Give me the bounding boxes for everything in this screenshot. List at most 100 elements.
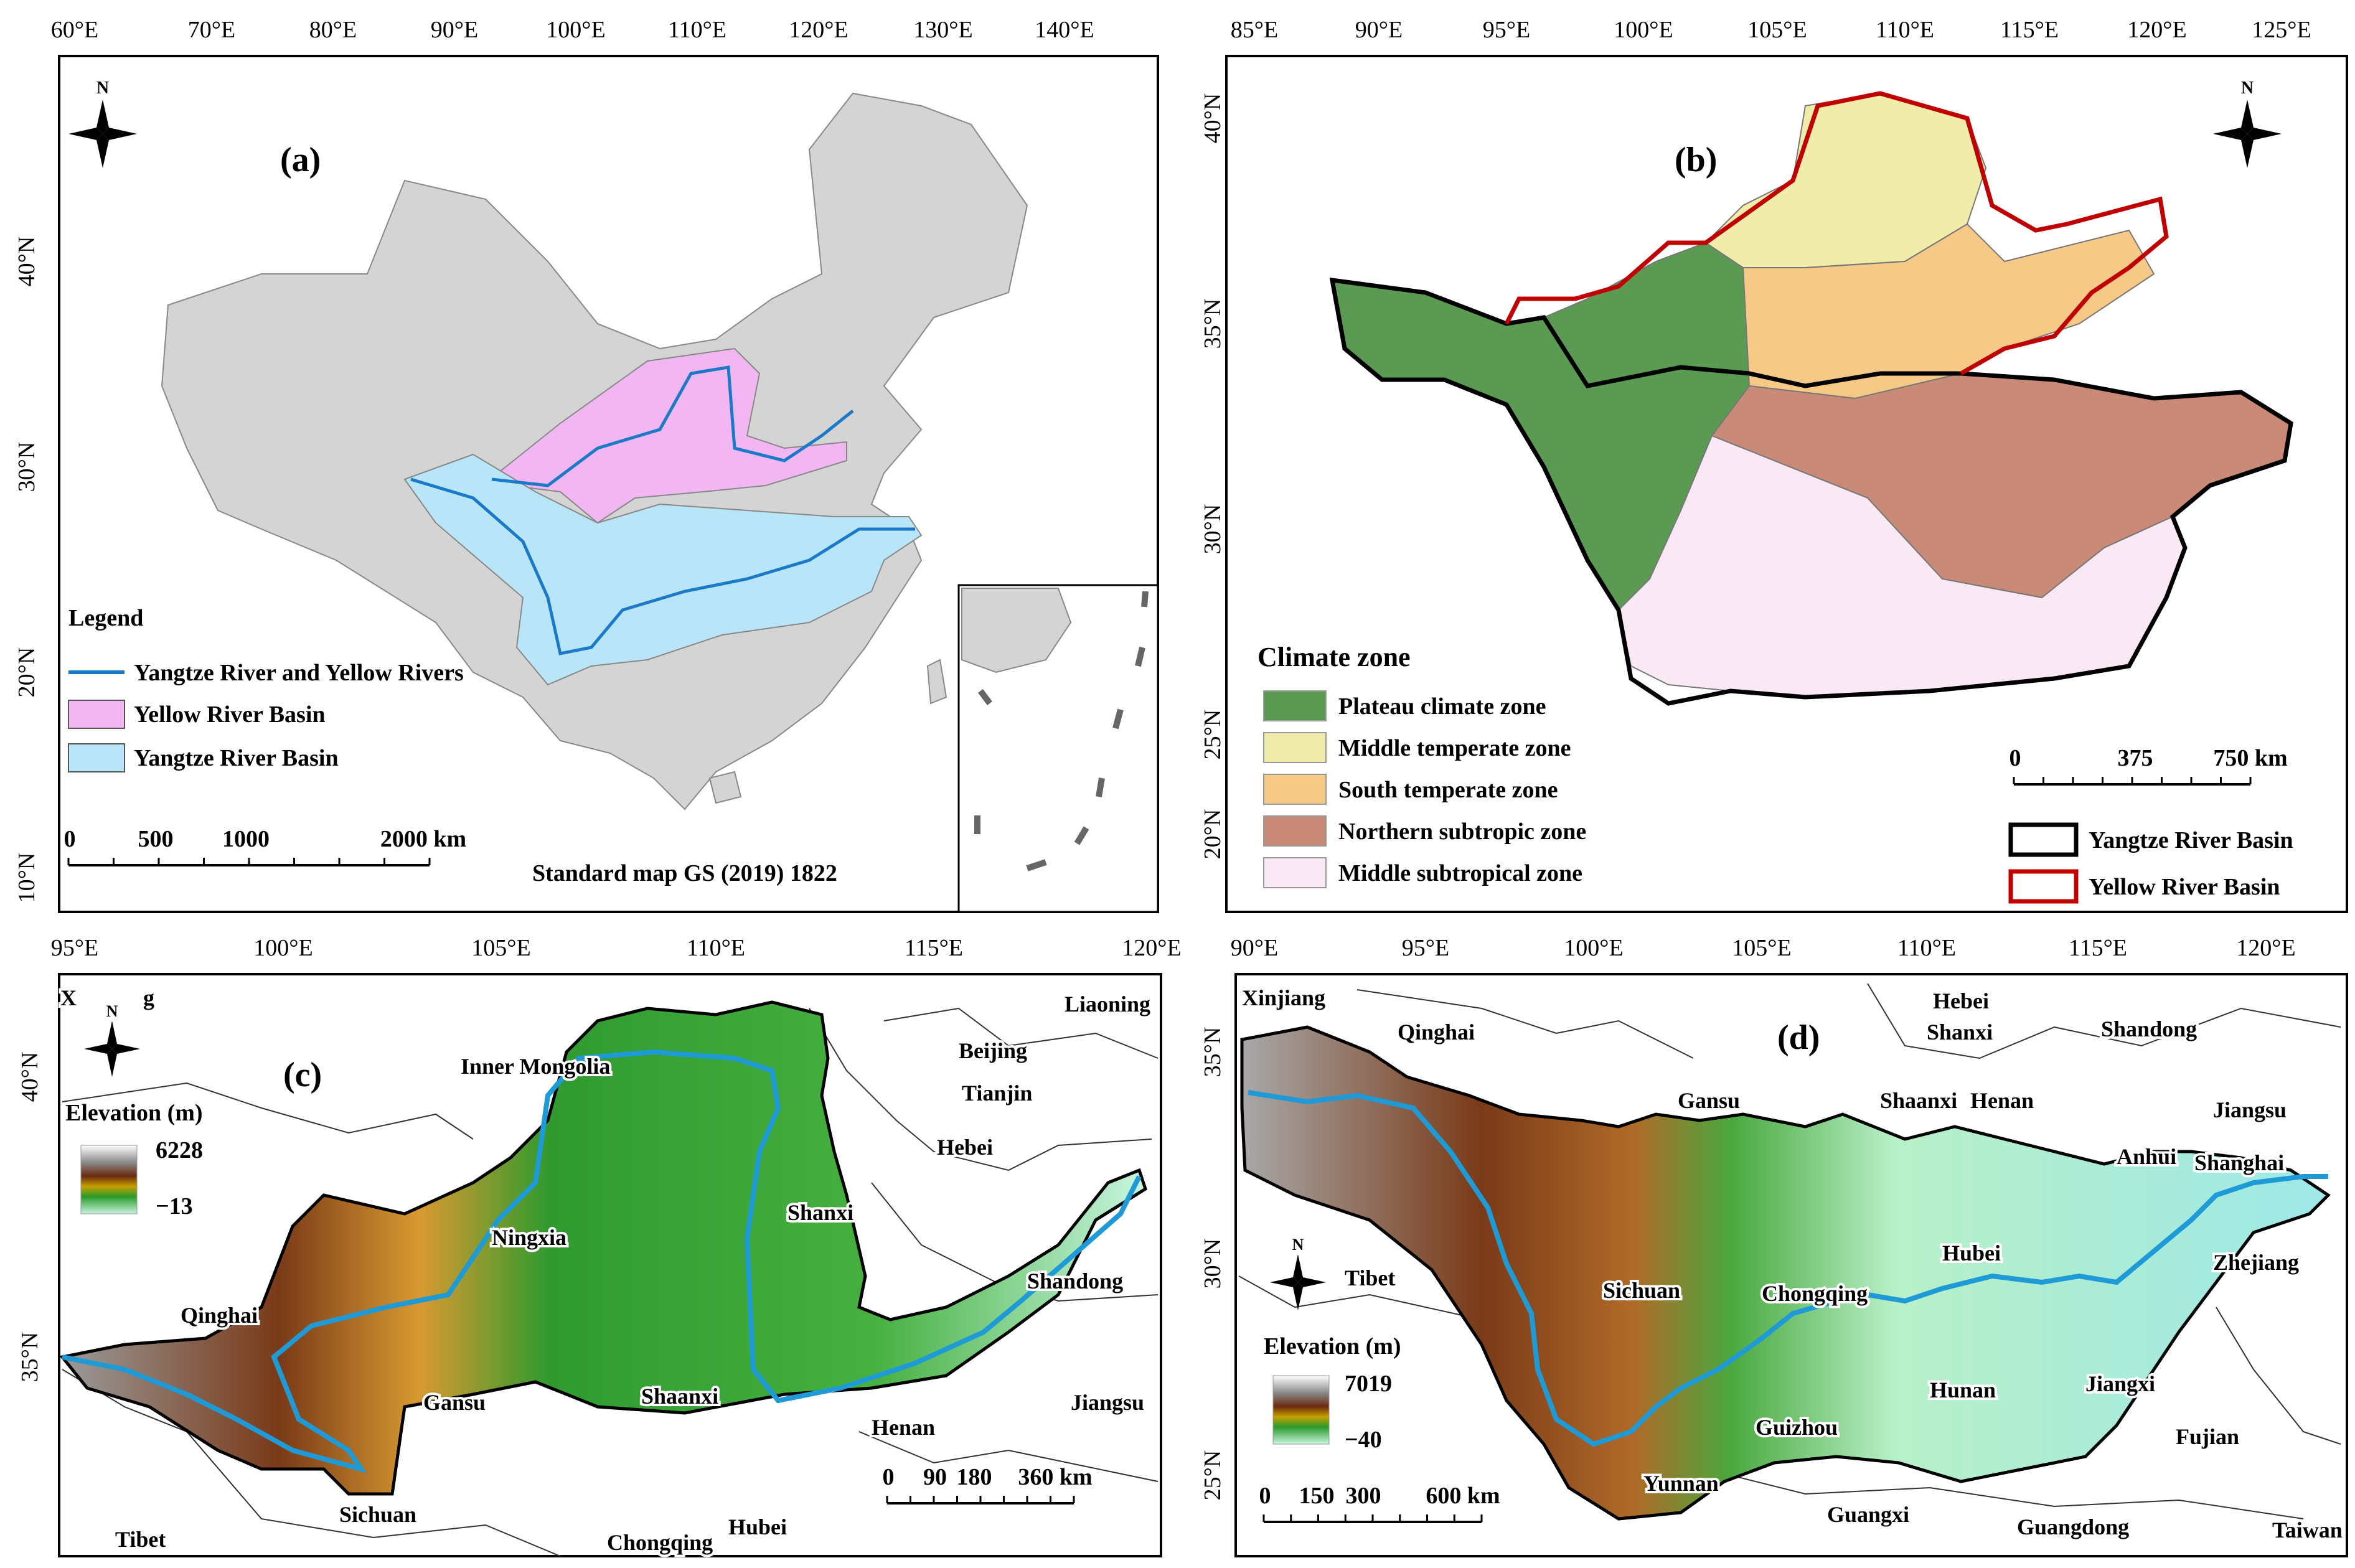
y-tick-label: 30°N (1200, 504, 1226, 555)
x-tick-label: 120°E (789, 17, 848, 43)
panel-b-legend: Plateau climate zone Middle temperate zon… (1263, 690, 1586, 888)
province-label: Hunan (1930, 1378, 1996, 1402)
province-label: Tibet (115, 1527, 166, 1552)
province-label: Chongqing (607, 1530, 713, 1555)
y-tick-label: 35°N (17, 1332, 43, 1383)
province-label: Qinghai (1398, 1020, 1475, 1045)
province-label: Jiangsu (2213, 1097, 2287, 1122)
x-tick-label: 100°E (1564, 935, 1623, 961)
x-tick-label: 90°E (1355, 17, 1403, 43)
yangtze-river-line-d (1248, 1090, 2328, 1447)
compass-n-b: N (2241, 78, 2254, 98)
scale-label: 300 (1346, 1483, 1381, 1509)
x-tick-label: 95°E (1402, 935, 1449, 961)
yellow-river-basin (497, 347, 847, 524)
province-label: Guangxi (1827, 1502, 1909, 1527)
climate-swatch (1263, 774, 1327, 805)
province-label: Guizhou (1756, 1415, 1838, 1440)
x-tick-label: 110°E (1876, 17, 1934, 43)
province-label: Henan (1970, 1088, 2034, 1113)
province-label: Gansu (1678, 1088, 1740, 1113)
x-tick-label: 125°E (2252, 17, 2311, 43)
y-tick-label: 40°N (14, 237, 40, 287)
yellow-river-basin-terrain (59, 1000, 1147, 1496)
yangtze-river-basin (403, 453, 923, 686)
climate-label: Middle subtropical zone (1338, 860, 1582, 886)
yangtze-basin-terrain (1240, 1025, 2331, 1521)
yellow-river-line-c (62, 1049, 1142, 1473)
south-china-sea-inset (957, 584, 1159, 913)
panel-b-y-ticks: 40°N 35°N 30°N 25°N 20°N (1200, 93, 1226, 860)
compass-rose-d: N (1270, 1236, 1326, 1310)
scale-label: 0 (1259, 1483, 1271, 1509)
panel-a-scale-bar: 0 500 1000 2000 km (64, 826, 466, 866)
yangtze-river-line (410, 477, 915, 655)
panel-d-province-labels: Xinjiang Qinghai Gansu Shanxi Hebei Shandong S… (1239, 983, 2345, 1545)
panel-c-elev-max: 6228 (156, 1137, 203, 1163)
scale-label: 90 (923, 1464, 947, 1490)
province-label: Hebei (937, 1135, 993, 1160)
province-label: Chongqing (1762, 1281, 1868, 1306)
province-label: Henan (872, 1415, 935, 1440)
x-tick-label: 105°E (471, 935, 530, 961)
panel-a-frame (58, 55, 1159, 913)
yangtze-basin-outline (1329, 277, 2293, 706)
panel-c-x-ticks: 95°E 100°E 105°E 110°E 115°E 120°E (51, 935, 1182, 961)
panel-d-elev-max: 7019 (1345, 1371, 1392, 1397)
compass-rose-c: N (84, 1002, 140, 1077)
panel-b-frame (1225, 55, 2348, 913)
scale-label: 0 (64, 826, 76, 852)
x-tick-label: 115°E (905, 935, 963, 961)
climate-swatch (1263, 732, 1327, 763)
panel-d-letter: (d) (1777, 1018, 1820, 1057)
compass-rose: N (68, 78, 137, 168)
scale-label: 180 (957, 1464, 992, 1490)
panel-b-x-ticks: 85°E 90°E 95°E 100°E 105°E 110°E 115°E 120°E 125… (1231, 17, 2311, 43)
climate-swatch (1263, 857, 1327, 888)
basin-label: Yellow River Basin (2089, 874, 2280, 900)
y-tick-label: 40°N (17, 1052, 43, 1102)
province-label: Shaanxi (641, 1384, 718, 1409)
x-tick-label: 80°E (309, 17, 357, 43)
taiwan-island (926, 659, 947, 705)
x-tick-label: 95°E (1483, 17, 1530, 43)
standard-map-label: Standard map GS (2019) 1822 (532, 860, 837, 886)
panel-c-elev-ramp (80, 1145, 138, 1214)
panel-d-elev-min: −40 (1345, 1427, 1382, 1453)
panel-a-y-ticks: 40°N 30°N 20°N 10°N (14, 237, 40, 903)
panel-c-province-labels: Inner Mongolia Liaoning Beijing Tianjin Hebe… (58, 983, 1153, 1557)
panel-c-frame (58, 973, 1162, 1557)
y-tick-label: 35°N (1200, 299, 1226, 349)
province-label: Shanxi (1927, 1020, 1993, 1045)
basin-swatch (2008, 822, 2079, 857)
panel-b-legend-title: Climate zone (1257, 642, 1411, 672)
y-tick-label: 25°N (1200, 1450, 1226, 1501)
x-tick-label: 140°E (1035, 17, 1094, 43)
province-label: Qinghai (181, 1303, 258, 1328)
legend-label: Yangtze River Basin (134, 745, 339, 771)
compass-n-c: N (106, 1002, 118, 1020)
panel-a-x-ticks: 60°E 70°E 80°E 90°E 100°E 110°E 120°E 130°E 140°… (51, 17, 1094, 43)
panel-c-letter: (c) (283, 1056, 322, 1094)
panel-a-legend-title: Legend (68, 605, 143, 631)
x-tick-label: 130°E (913, 17, 972, 43)
province-label: Xinjiang (1242, 985, 1325, 1010)
inset-coast (961, 588, 1072, 674)
panel-d-elev-title: Elevation (m) (1264, 1333, 1401, 1359)
province-label: Taiwan (2272, 1518, 2343, 1542)
panel-d-elev-ramp (1272, 1375, 1330, 1445)
panel-d-x-ticks: 90°E 95°E 100°E 105°E 110°E 115°E 120°E (1231, 935, 2296, 961)
panel-d: 90°E 95°E 100°E 105°E 110°E 115°E 120°E 35°N 30… (1200, 935, 2348, 1557)
scale-label: 360 km (1018, 1464, 1092, 1490)
province-label: Hebei (1933, 988, 1989, 1013)
scale-label: 2000 km (380, 826, 466, 852)
province-label: Yunnan (1643, 1471, 1719, 1496)
panel-c-elev-min: −13 (156, 1193, 193, 1219)
province-label: Anhui (2117, 1144, 2176, 1169)
x-tick-label: 70°E (188, 17, 235, 43)
province-label: Shaanxi (1880, 1088, 1957, 1113)
province-label: Tianjin (962, 1081, 1032, 1106)
climate-label: South temperate zone (1338, 777, 1558, 803)
province-label: Shandong (2101, 1016, 2197, 1041)
panel-a-legend: Yangtze River and Yellow Rivers Yellow Ri… (68, 660, 464, 772)
